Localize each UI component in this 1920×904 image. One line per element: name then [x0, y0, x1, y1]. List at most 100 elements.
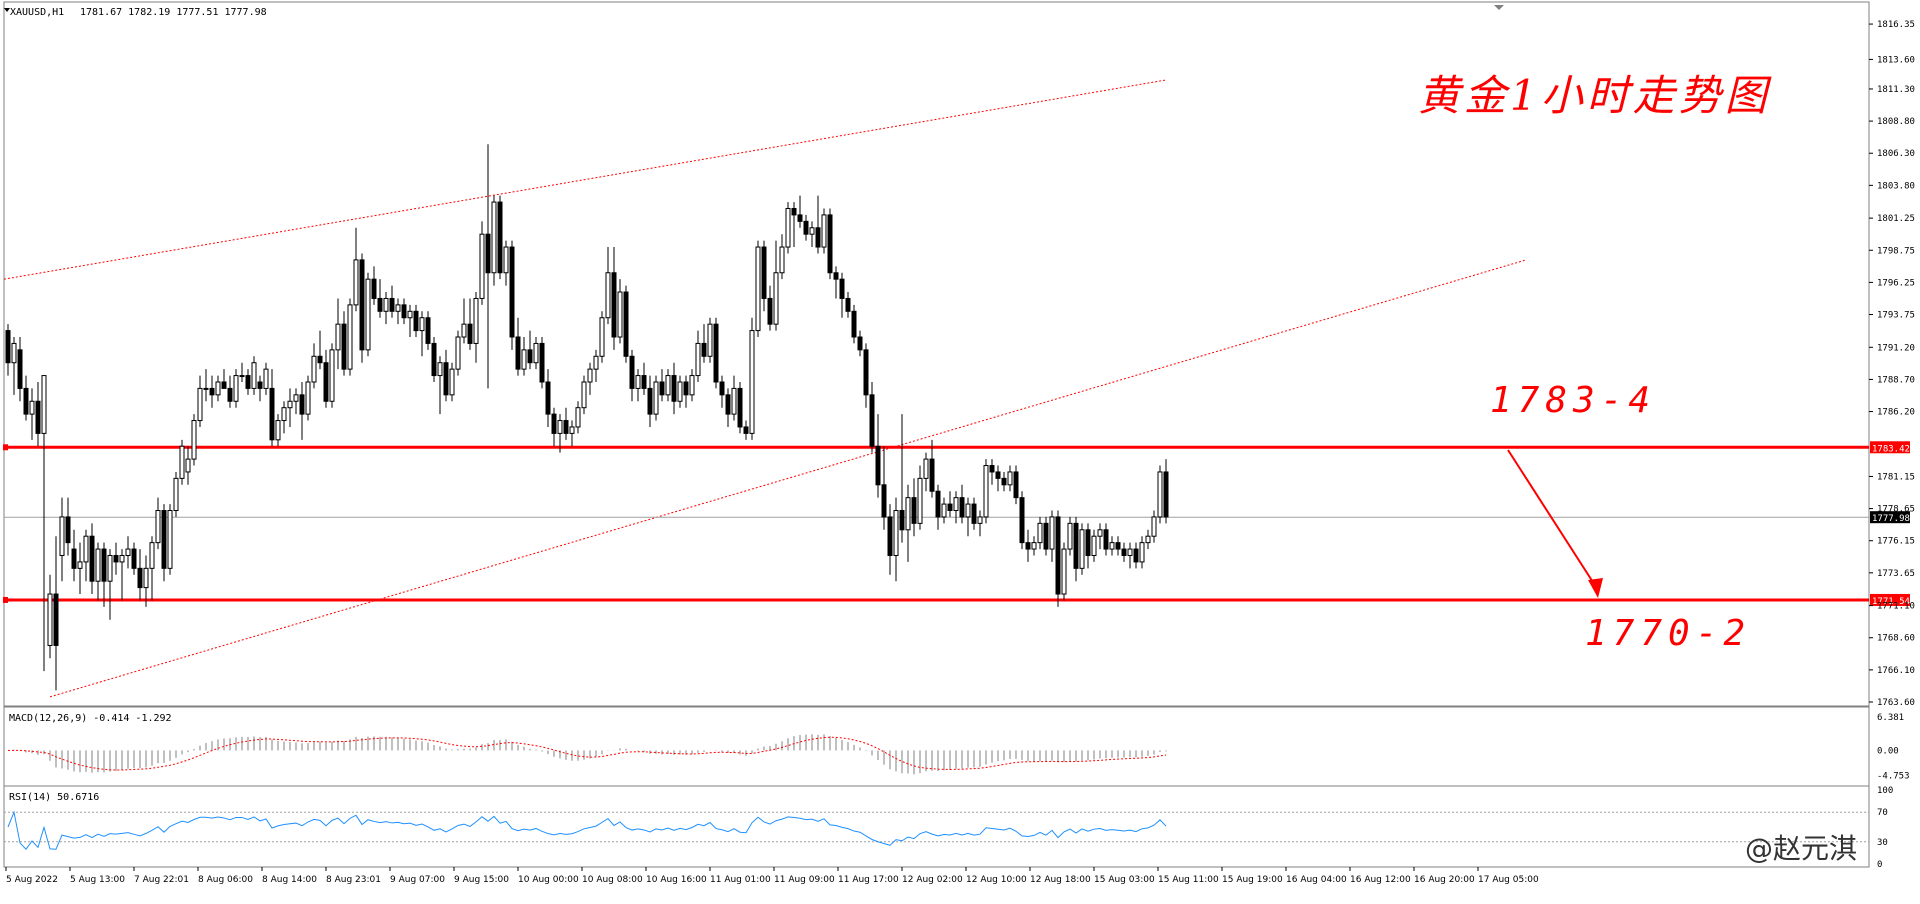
- shift-marker-icon[interactable]: [1494, 5, 1504, 10]
- candle-body: [215, 381, 221, 396]
- candle-body: [371, 278, 377, 299]
- candle-body: [41, 375, 47, 434]
- x-tick-label: 15 Aug 19:00: [1222, 875, 1283, 885]
- candle: [671, 362, 677, 415]
- candle: [365, 272, 371, 357]
- candle: [983, 459, 989, 524]
- candle: [377, 279, 383, 318]
- candle-body: [1157, 471, 1163, 518]
- candle-body: [959, 497, 965, 518]
- candle-body: [221, 381, 227, 389]
- chart-title-annotation: 黄金1小时走势图: [1418, 71, 1772, 120]
- candle-body: [239, 375, 245, 378]
- candle: [947, 491, 953, 517]
- candle: [641, 362, 647, 395]
- dropdown-triangle-icon[interactable]: [4, 8, 10, 12]
- candle-body: [5, 330, 11, 364]
- x-tick-label: 8 Aug 06:00: [198, 875, 253, 885]
- candle: [755, 240, 761, 338]
- candle: [203, 369, 209, 402]
- candle-body: [419, 317, 425, 332]
- x-tick-label: 17 Aug 05:00: [1478, 875, 1539, 885]
- candle: [1025, 529, 1031, 562]
- candle-body: [167, 510, 173, 569]
- candle-body: [989, 465, 995, 473]
- candle-body: [797, 214, 803, 222]
- candle-body: [515, 336, 521, 370]
- candle-body: [461, 323, 467, 338]
- candle-body: [761, 246, 767, 299]
- candle-body: [413, 310, 419, 332]
- candle-body: [965, 503, 971, 518]
- candle: [71, 529, 77, 582]
- y-tick-label: 1781.15: [1877, 472, 1915, 482]
- candle-body: [131, 548, 137, 569]
- candle-body: [677, 381, 683, 402]
- candle: [1001, 471, 1007, 492]
- candle-body: [329, 349, 335, 402]
- candle: [587, 362, 593, 395]
- candle: [1091, 529, 1097, 562]
- candle: [797, 195, 803, 228]
- candle: [311, 343, 317, 389]
- candle: [461, 298, 467, 344]
- candle-body: [359, 259, 365, 351]
- candle: [449, 362, 455, 402]
- candle: [953, 491, 959, 524]
- candle: [113, 542, 119, 575]
- candle-body: [95, 548, 101, 582]
- candle: [629, 349, 635, 402]
- candle-body: [569, 426, 575, 434]
- candle-body: [917, 477, 923, 524]
- x-tick-label: 7 Aug 22:01: [134, 875, 189, 885]
- candle-body: [1019, 497, 1025, 544]
- level-price-label-1: 1771.54: [1872, 597, 1910, 607]
- candle-body: [257, 381, 263, 389]
- candle-body: [827, 214, 833, 274]
- candle: [431, 337, 437, 382]
- candle-body: [1073, 522, 1079, 569]
- y-tick-label: 1766.10: [1877, 666, 1915, 676]
- candle-body: [389, 297, 395, 312]
- candle: [941, 497, 947, 524]
- x-tick-label: 5 Aug 2022: [6, 875, 58, 885]
- candle: [821, 208, 827, 254]
- candle: [905, 484, 911, 562]
- candle-body: [665, 375, 671, 396]
- candle-body: [617, 291, 623, 338]
- candle-body: [803, 220, 809, 235]
- candle-body: [395, 304, 401, 312]
- candle-body: [263, 368, 269, 389]
- candle: [617, 279, 623, 344]
- candle-body: [863, 349, 869, 396]
- candle-body: [275, 420, 281, 441]
- candle: [569, 420, 575, 447]
- candle-body: [203, 387, 209, 390]
- candle: [995, 465, 1001, 492]
- level-anchor-0[interactable]: [3, 444, 8, 451]
- candle: [5, 324, 11, 376]
- candle: [329, 343, 335, 408]
- candle-body: [581, 381, 587, 409]
- candle: [161, 504, 167, 582]
- candle-body: [1109, 542, 1115, 550]
- candle: [419, 311, 425, 357]
- candle-body: [353, 259, 359, 306]
- y-tick-label: 1811.30: [1877, 85, 1915, 95]
- candle: [125, 536, 131, 569]
- y-tick-label: 1788.70: [1877, 375, 1915, 385]
- level-price-label-0: 1783.42: [1872, 444, 1910, 454]
- level-anchor-1[interactable]: [3, 596, 8, 603]
- candle: [185, 446, 191, 485]
- candle-body: [251, 362, 257, 389]
- candle: [1121, 542, 1127, 562]
- candle: [341, 311, 347, 376]
- candle-body: [1091, 535, 1097, 556]
- candle: [527, 330, 533, 370]
- candle-body: [197, 387, 203, 422]
- candle: [773, 240, 779, 331]
- candle: [785, 202, 791, 254]
- candle: [593, 349, 599, 382]
- candle: [47, 574, 53, 659]
